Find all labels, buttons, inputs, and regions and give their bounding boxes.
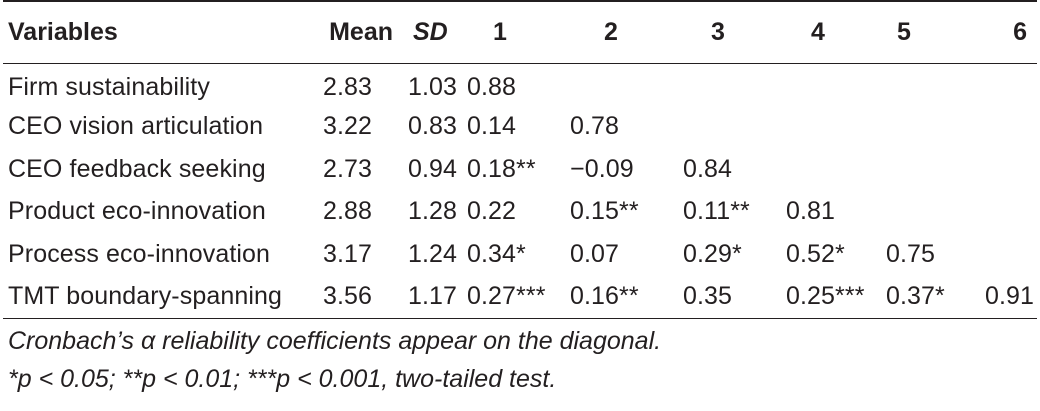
header-col-2: 2 (604, 17, 618, 46)
cell-col-2: 0.16** (570, 282, 639, 310)
table-row: Firm sustainability 2.83 1.03 0.88 (3, 63, 1037, 106)
cell-col-3: 0.11** (683, 197, 750, 226)
table-header: Variables Mean SD 1 2 3 4 5 6 (3, 1, 1037, 63)
cell-col-5 (881, 148, 962, 191)
row-variable-name: TMT boundary-spanning (8, 282, 283, 310)
header-mean: Mean (329, 17, 393, 46)
table-body: Firm sustainability 2.83 1.03 0.88 CEO v… (3, 63, 1037, 318)
cell-col-5: 0.75 (886, 239, 936, 268)
cell-col-1: 0.18** (467, 154, 536, 183)
row-mean: 2.73 (323, 154, 373, 183)
cell-col-1: 0.88 (467, 73, 517, 101)
row-sd: 1.03 (408, 73, 458, 101)
cell-col-2: −0.09 (570, 154, 634, 183)
cell-col-3: 0.84 (683, 154, 733, 183)
cell-col-2: 0.78 (570, 112, 620, 141)
row-variable-name: Product eco-innovation (8, 197, 266, 226)
row-variable-name: Firm sustainability (8, 73, 210, 101)
cell-col-6 (962, 191, 1037, 234)
row-variable-name: Process eco-innovation (8, 239, 271, 268)
cell-col-4 (781, 148, 881, 191)
table-row: TMT boundary-spanning 3.56 1.17 0.27*** … (3, 276, 1037, 318)
cell-col-3: 0.35 (683, 282, 733, 310)
cell-col-6 (962, 63, 1037, 106)
cell-col-3: 0.29* (683, 239, 742, 268)
note-significance: *p < 0.05; **p < 0.01; ***p < 0.001, two… (8, 364, 557, 393)
correlation-table: Variables Mean SD 1 2 3 4 5 6 Firm susta… (3, 0, 1037, 319)
row-sd: 1.24 (408, 239, 458, 268)
row-sd: 0.83 (408, 112, 458, 141)
cell-col-2: 0.15** (570, 197, 639, 226)
note-reliability: Cronbach’s α reliability coefficients ap… (8, 326, 662, 355)
cell-col-5 (881, 106, 962, 149)
row-sd: 1.28 (408, 197, 458, 226)
row-mean: 3.17 (323, 239, 373, 268)
cell-col-1: 0.27*** (467, 282, 546, 310)
cell-col-4 (781, 63, 881, 106)
table-row: CEO vision articulation 3.22 0.83 0.14 0… (3, 106, 1037, 149)
row-mean: 2.83 (323, 73, 373, 101)
row-mean: 3.56 (323, 282, 373, 310)
table-row: Product eco-innovation 2.88 1.28 0.22 0.… (3, 191, 1037, 234)
cell-col-1: 0.34* (467, 239, 526, 268)
row-sd: 1.17 (408, 282, 458, 310)
cell-col-4: 0.25*** (786, 282, 865, 310)
header-col-3: 3 (711, 17, 725, 46)
cell-col-3 (678, 106, 781, 149)
cell-col-4: 0.81 (786, 197, 836, 226)
cell-col-4: 0.52* (786, 239, 845, 268)
cell-col-5 (881, 191, 962, 234)
cell-col-6 (962, 148, 1037, 191)
header-sd: SD (413, 17, 448, 46)
table-row: CEO feedback seeking 2.73 0.94 0.18** −0… (3, 148, 1037, 191)
header-row: Variables Mean SD 1 2 3 4 5 6 (3, 1, 1037, 63)
cell-col-6 (962, 106, 1037, 149)
cell-col-6: 0.91 (984, 282, 1034, 310)
row-sd: 0.94 (408, 154, 458, 183)
row-mean: 3.22 (323, 112, 373, 141)
table-row: Process eco-innovation 3.17 1.24 0.34* 0… (3, 233, 1037, 276)
cell-col-3 (678, 63, 781, 106)
cell-col-2 (565, 63, 678, 106)
cell-col-5 (881, 63, 962, 106)
row-variable-name: CEO vision articulation (8, 112, 264, 141)
cell-col-6 (962, 233, 1037, 276)
header-variables: Variables (8, 17, 118, 46)
header-col-1: 1 (493, 17, 507, 46)
cell-col-2: 0.07 (570, 239, 620, 268)
header-col-4: 4 (811, 17, 825, 46)
cell-col-5: 0.37* (886, 282, 945, 310)
cell-col-1: 0.22 (467, 197, 517, 226)
row-mean: 2.88 (323, 197, 373, 226)
cell-col-4 (781, 106, 881, 149)
table-notes: Cronbach’s α reliability coefficients ap… (8, 322, 1040, 398)
header-col-5: 5 (897, 17, 911, 46)
header-col-6: 6 (1013, 17, 1027, 46)
row-variable-name: CEO feedback seeking (8, 154, 266, 183)
cell-col-1: 0.14 (467, 112, 517, 141)
